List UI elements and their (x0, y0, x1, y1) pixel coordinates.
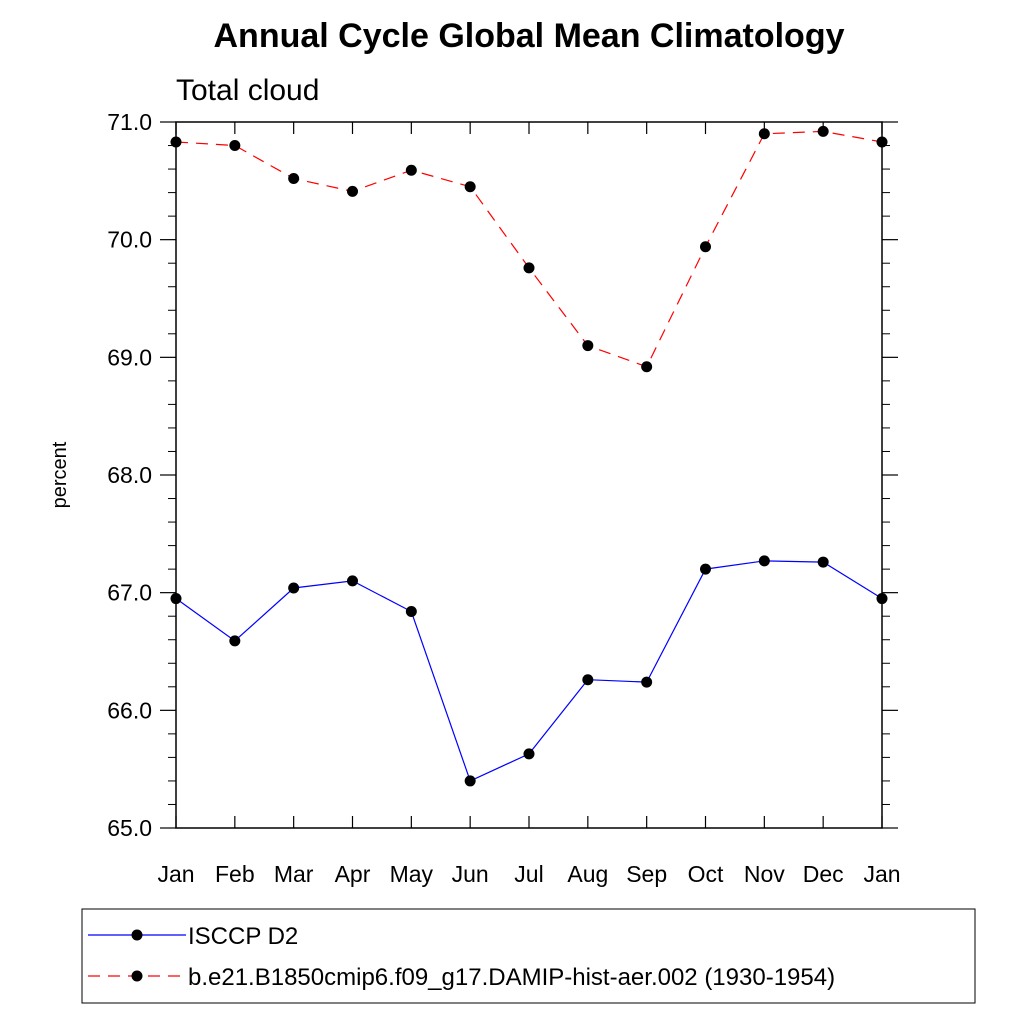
series-point-1 (876, 136, 888, 148)
legend-label-model: b.e21.B1850cmip6.f09_g17.DAMIP-hist-aer.… (188, 964, 835, 991)
y-tick-label: 66.0 (107, 697, 152, 723)
series-point-1 (582, 340, 594, 352)
series-point-0 (641, 676, 653, 688)
series-layer (170, 125, 888, 787)
legend: ISCCP D2 b.e21.B1850cmip6.f09_g17.DAMIP-… (81, 908, 976, 1004)
x-tick-label: Dec (803, 861, 844, 887)
x-tick-labels: Jan Feb Mar Apr May Jun Jul Aug Sep Oct Nov Dec Jan (157, 861, 900, 887)
x-tick-label: Sep (626, 861, 667, 887)
series-point-0 (817, 556, 829, 568)
x-tick-label: May (390, 861, 434, 887)
y-tick-label: 65.0 (107, 815, 152, 841)
series-point-0 (170, 593, 182, 605)
chart-title: Annual Cycle Global Mean Climatology (214, 17, 845, 55)
series-point-0 (876, 593, 888, 605)
x-tick-label: Jan (157, 861, 194, 887)
legend-marker-isccp (131, 929, 143, 941)
y-tick-labels: 65.0 66.0 67.0 68.0 69.0 70.0 71.0 (107, 109, 152, 841)
series-point-0 (229, 635, 241, 647)
series-point-1 (758, 128, 770, 140)
series-point-1 (817, 125, 829, 137)
series-point-0 (464, 775, 476, 787)
x-tick-label: Feb (215, 861, 255, 887)
y-axis-label: percent (49, 441, 71, 508)
series-point-1 (288, 172, 300, 184)
x-tick-label: Jun (452, 861, 489, 887)
series-point-1 (523, 262, 535, 274)
x-tick-label: Jul (514, 861, 543, 887)
x-tick-label: Mar (274, 861, 314, 887)
plot-frame (175, 121, 883, 829)
y-tick-label: 68.0 (107, 462, 152, 488)
series-point-1 (405, 164, 417, 176)
legend-box (81, 908, 976, 1004)
series-point-1 (464, 181, 476, 193)
series-line-0 (175, 560, 883, 782)
series-line-1 (175, 130, 883, 368)
series-point-1 (700, 241, 711, 253)
y-tick-label: 69.0 (107, 344, 152, 370)
series-point-1 (347, 185, 358, 197)
x-tick-label: Aug (567, 861, 608, 887)
series-point-1 (641, 361, 653, 373)
series-point-0 (700, 563, 711, 575)
series-point-0 (523, 748, 535, 760)
x-tick-label: Jan (863, 861, 900, 887)
legend-label-isccp: ISCCP D2 (188, 923, 298, 950)
series-point-0 (758, 555, 770, 567)
x-tick-label: Oct (688, 861, 724, 887)
series-point-1 (229, 140, 241, 152)
y-tick-label: 67.0 (107, 580, 152, 606)
series-point-0 (347, 575, 358, 587)
legend-marker-model (131, 970, 143, 982)
series-point-0 (288, 582, 300, 594)
x-tick-label: Apr (335, 861, 371, 887)
y-tick-label: 71.0 (107, 109, 152, 135)
x-tick-label: Nov (744, 861, 785, 887)
chart-subtitle: Total cloud (176, 74, 319, 107)
y-tick-label: 70.0 (107, 227, 152, 253)
series-point-1 (170, 136, 182, 148)
series-point-0 (582, 674, 594, 686)
series-point-0 (405, 605, 417, 617)
axis-ticks (160, 121, 898, 829)
